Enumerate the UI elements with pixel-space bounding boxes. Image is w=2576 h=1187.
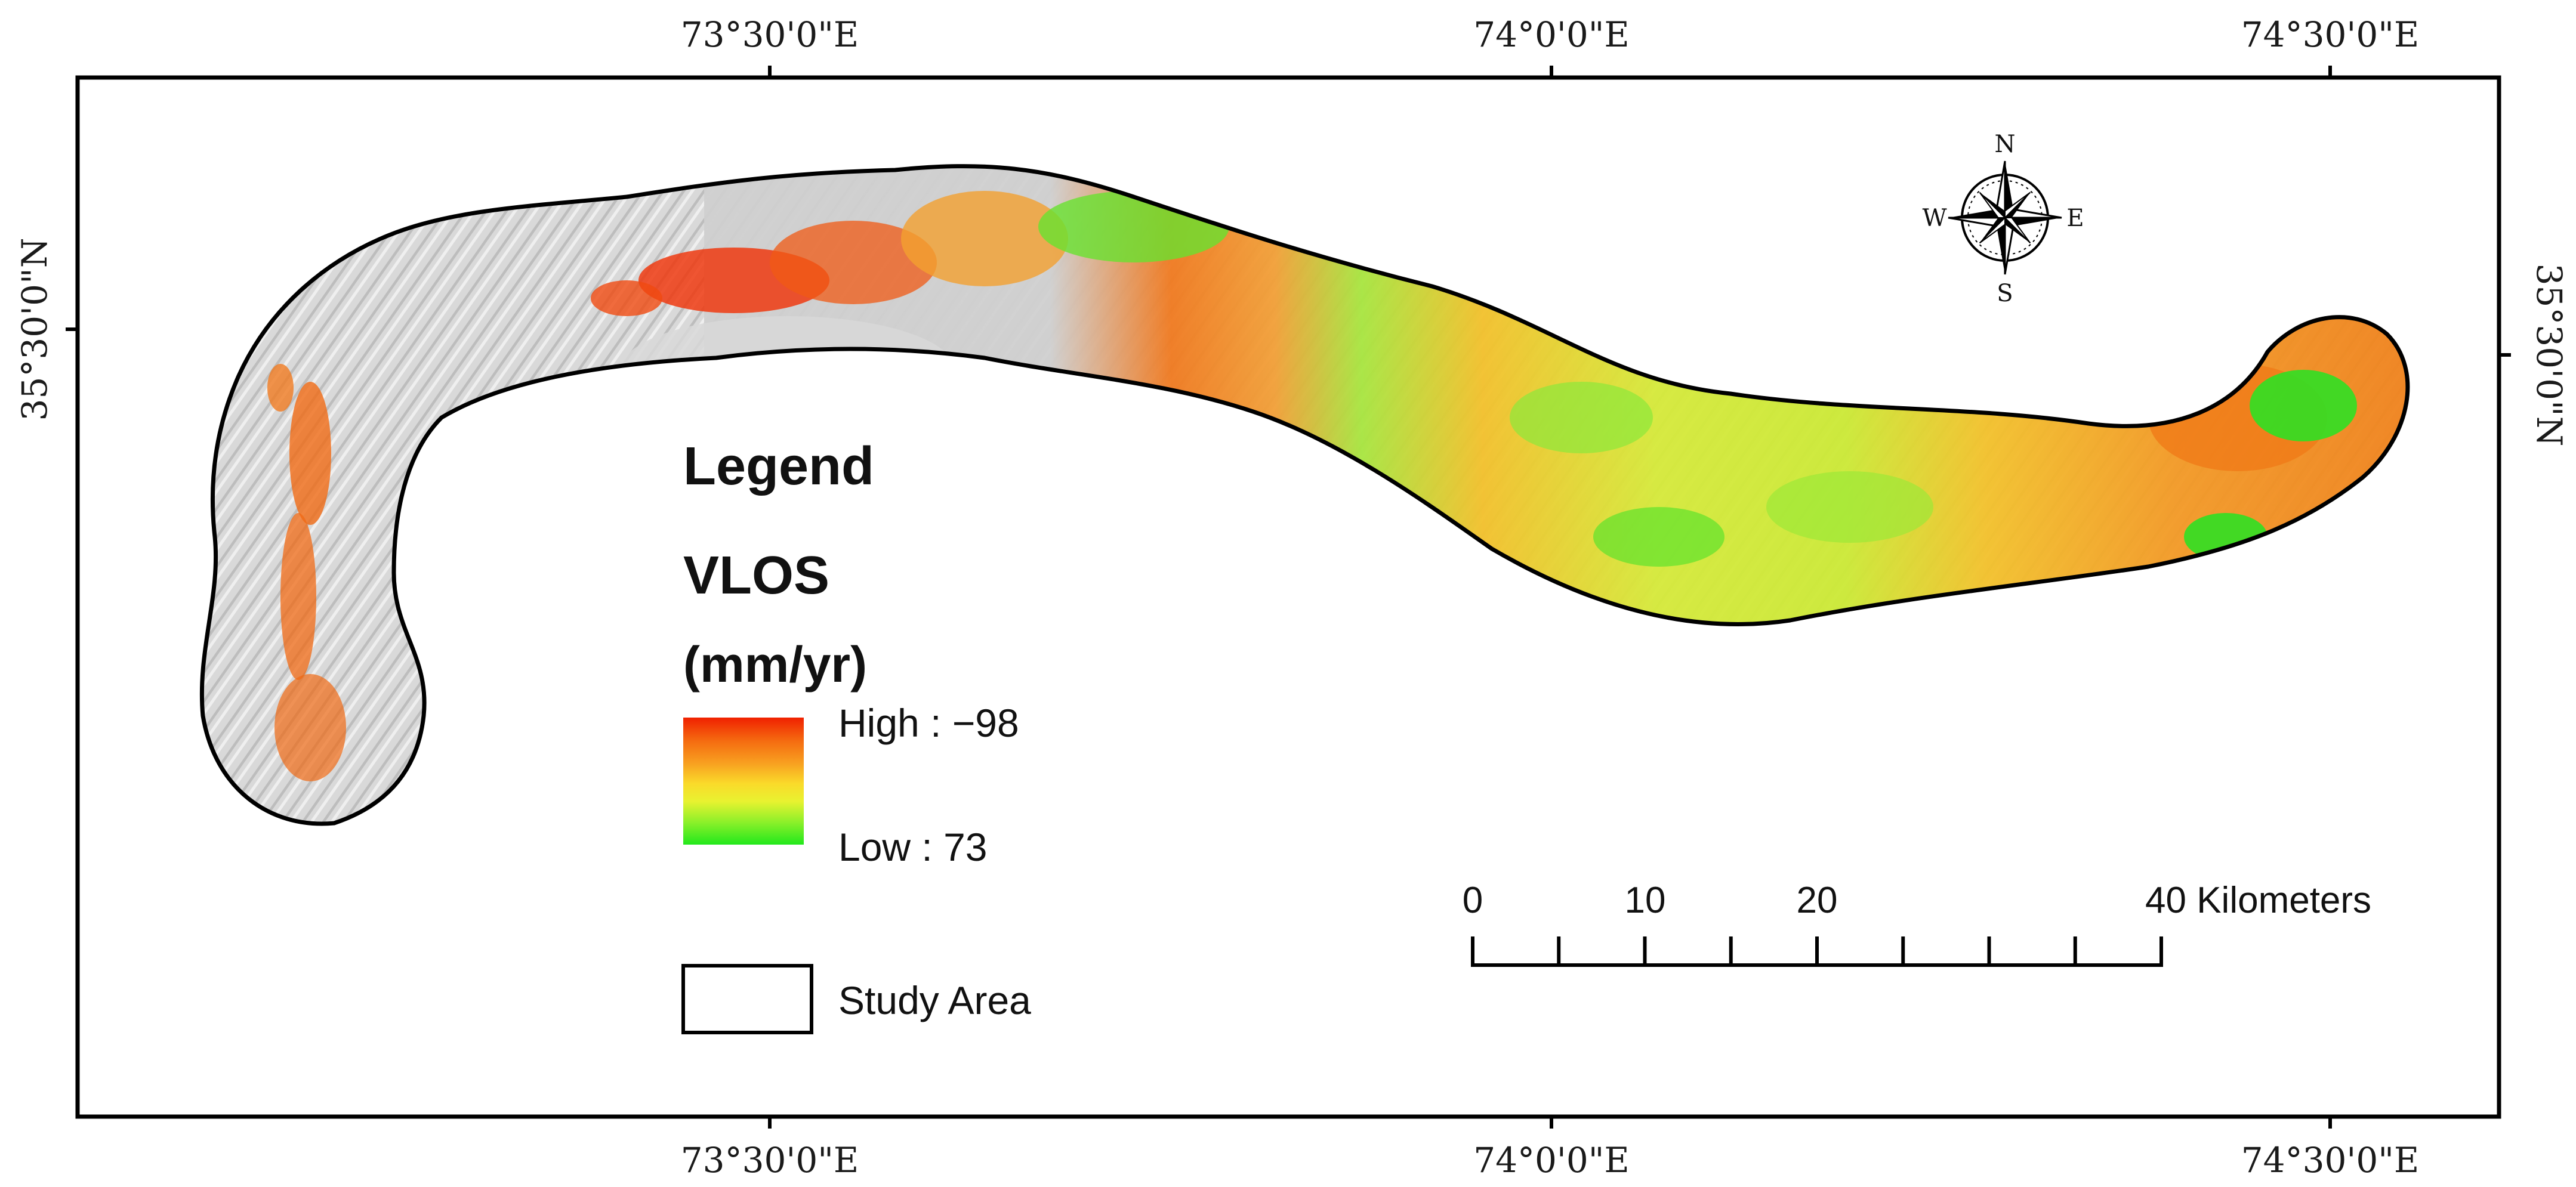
legend-study-area-swatch [681, 964, 813, 1034]
legend-color-ramp [683, 718, 804, 845]
top-longitude-label-2: 74°0'0"E [1473, 14, 1630, 55]
scale-label-10: 10 [1625, 880, 1666, 921]
legend: Legend VLOS (mm/yr) High : −98 Low : 73 … [681, 437, 1031, 1034]
legend-high-label: High : −98 [838, 701, 1019, 745]
right-latitude-label: 35°30'0"N [2529, 264, 2569, 447]
bottom-longitude-label-2: 74°0'0"E [1473, 1140, 1630, 1180]
top-longitude-label-1: 73°30'0"E [681, 14, 859, 55]
scale-bar: 0 10 20 40 Kilometers [1463, 880, 2371, 967]
legend-low-label: Low : 73 [838, 825, 988, 869]
legend-study-area-label: Study Area [838, 978, 1031, 1022]
compass-east-label: E [2066, 205, 2084, 232]
compass-rose-icon: N S E W [1922, 131, 2084, 307]
graticule-ticks [66, 66, 2511, 1129]
compass-south-label: S [1997, 280, 2013, 307]
legend-layer-name: VLOS [683, 546, 829, 605]
compass-west-label: W [1922, 205, 1946, 232]
scale-label-20: 20 [1797, 880, 1838, 921]
bottom-longitude-label-1: 73°30'0"E [681, 1140, 859, 1180]
legend-unit: (mm/yr) [683, 636, 867, 693]
scale-label-0: 0 [1463, 880, 1483, 921]
scale-bar-ticks [1471, 936, 2163, 967]
bottom-longitude-label-3: 74°30'0"E [2241, 1140, 2419, 1180]
legend-title: Legend [683, 437, 874, 496]
top-longitude-label-3: 74°30'0"E [2241, 14, 2419, 55]
compass-north-label: N [1995, 131, 2016, 158]
scale-label-40-kilometers: 40 Kilometers [2145, 880, 2371, 921]
left-latitude-label: 35°30'0"N [14, 238, 55, 421]
